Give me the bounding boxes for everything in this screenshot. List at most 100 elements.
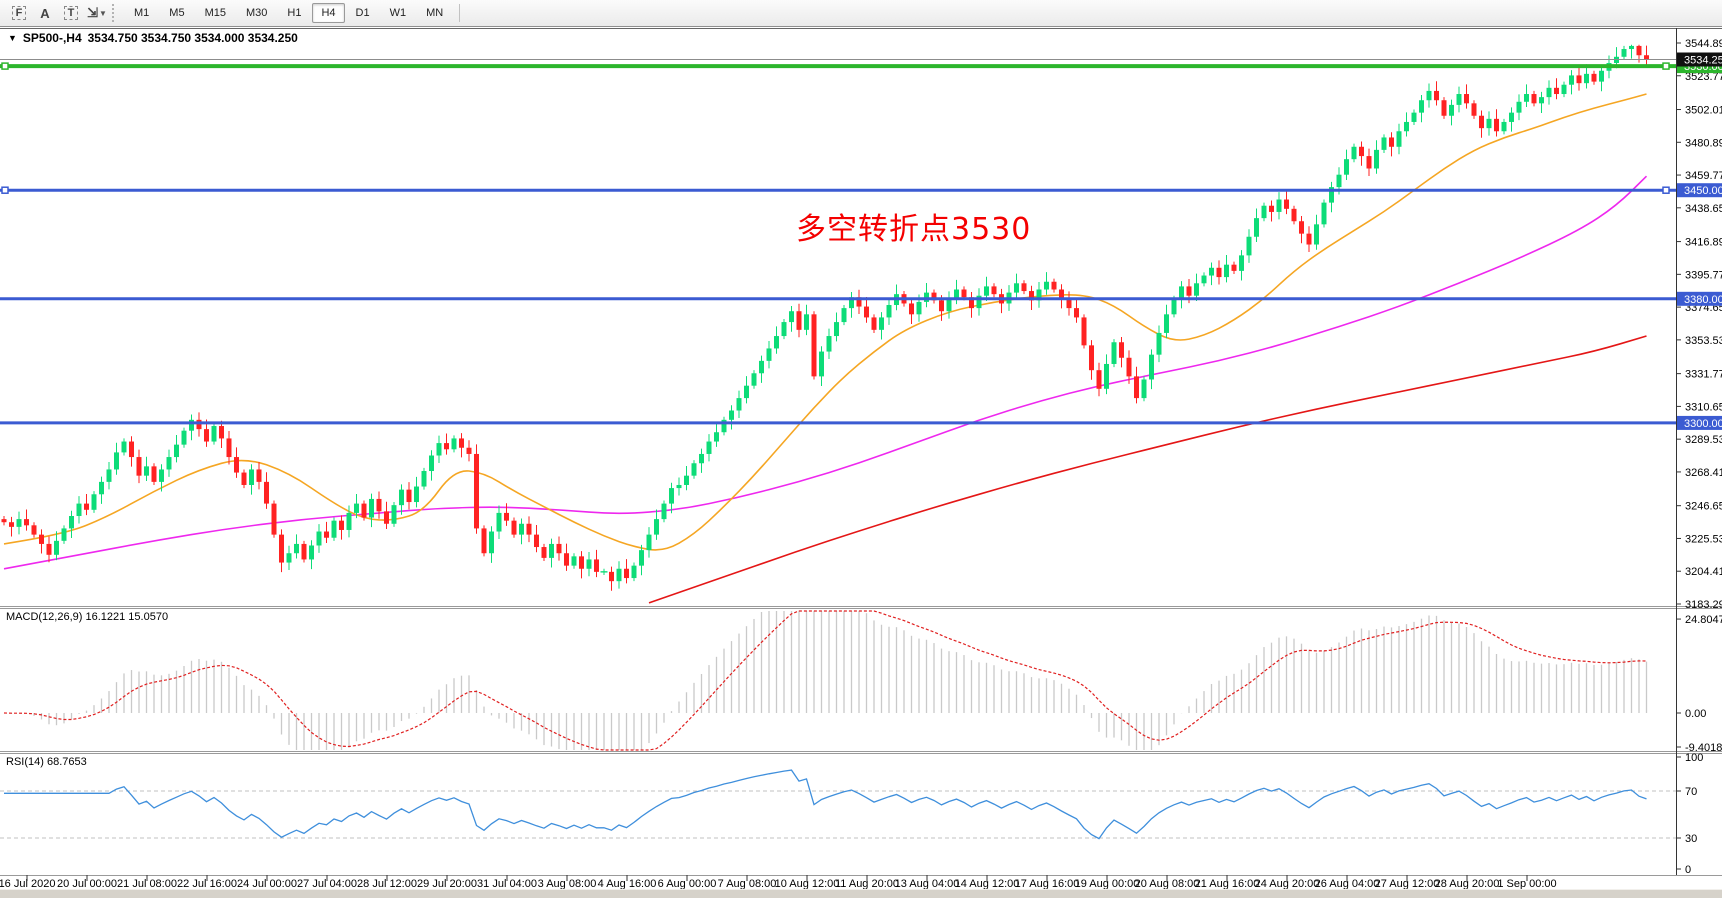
svg-text:3416.890: 3416.890 — [1685, 237, 1722, 249]
text-tool-icon[interactable]: T — [59, 3, 83, 23]
svg-text:3183.290: 3183.290 — [1685, 599, 1722, 611]
svg-text:20 Aug 08:00: 20 Aug 08:00 — [1135, 878, 1200, 890]
symbol-dropdown-icon[interactable]: ▼ — [8, 33, 17, 43]
svg-text:3502.010: 3502.010 — [1685, 105, 1722, 117]
svg-text:14 Aug 12:00: 14 Aug 12:00 — [955, 878, 1020, 890]
svg-text:0: 0 — [1685, 864, 1691, 876]
candles[interactable] — [1, 44, 1650, 591]
svg-text:21 Aug 16:00: 21 Aug 16:00 — [1195, 878, 1260, 890]
svg-text:3289.530: 3289.530 — [1685, 434, 1722, 446]
svg-text:20 Jul 00:00: 20 Jul 00:00 — [57, 878, 117, 890]
moving-averages — [3, 93, 1648, 604]
svg-text:4 Aug 16:00: 4 Aug 16:00 — [598, 878, 657, 890]
level-handle — [1, 186, 9, 194]
symbol-timeframe-label: SP500-,H4 — [22, 31, 82, 45]
macd-axis-labels: 24.8047 0.00 -9.4018 — [1676, 614, 1722, 754]
macd-signal-line — [3, 610, 1647, 751]
svg-text:27 Aug 12:00: 27 Aug 12:00 — [1375, 878, 1440, 890]
toolbar-grip[interactable] — [112, 4, 117, 22]
svg-text:28 Aug 20:00: 28 Aug 20:00 — [1435, 878, 1500, 890]
svg-text:21 Jul 08:00: 21 Jul 08:00 — [117, 878, 177, 890]
svg-text:3395.770: 3395.770 — [1685, 269, 1722, 281]
svg-text:0.00: 0.00 — [1685, 708, 1706, 720]
timeframe-button-m15[interactable]: M15 — [204, 7, 226, 19]
horizontal-scrollbar[interactable] — [0, 889, 1722, 898]
text-label-icon[interactable]: A — [40, 5, 50, 21]
level-handle — [1662, 186, 1670, 194]
svg-text:3534.250: 3534.250 — [1684, 55, 1722, 67]
level-handle — [1662, 62, 1670, 70]
rsi-panel[interactable] — [0, 769, 1676, 840]
svg-text:70: 70 — [1685, 786, 1697, 798]
svg-text:26 Aug 04:00: 26 Aug 04:00 — [1315, 878, 1380, 890]
rsi-axis-labels: 100 70 30 0 — [1676, 752, 1703, 876]
arrows-icon[interactable]: ⇲ ▼ — [87, 5, 107, 20]
svg-text:3523.770: 3523.770 — [1685, 71, 1722, 83]
timeframe-button-mn[interactable]: MN — [426, 7, 444, 19]
macd-indicator-label: MACD(12,26,9) 16.1221 15.0570 — [6, 611, 169, 623]
svg-text:3380.000: 3380.000 — [1684, 294, 1722, 306]
svg-text:3353.530: 3353.530 — [1685, 335, 1722, 347]
svg-text:19 Aug 00:00: 19 Aug 00:00 — [1075, 878, 1140, 890]
svg-text:3331.770: 3331.770 — [1685, 369, 1722, 381]
svg-text:3544.890: 3544.890 — [1685, 38, 1722, 50]
svg-text:13 Aug 04:00: 13 Aug 04:00 — [895, 878, 960, 890]
date-axis[interactable]: 16 Jul 2020 20 Jul 00:00 21 Jul 08:00 22 Ju… — [0, 875, 1557, 890]
toolbar-separator — [459, 4, 461, 22]
svg-text:3 Aug 08:00: 3 Aug 08:00 — [538, 878, 597, 890]
panel-borders — [0, 28, 1722, 876]
svg-text:11 Aug 20:00: 11 Aug 20:00 — [835, 878, 899, 890]
svg-text:3450.000: 3450.000 — [1684, 185, 1722, 197]
svg-text:3246.650: 3246.650 — [1685, 501, 1722, 513]
timeframe-button-w1[interactable]: W1 — [389, 7, 407, 19]
svg-text:28 Jul 12:00: 28 Jul 12:00 — [357, 878, 417, 890]
svg-text:24.8047: 24.8047 — [1685, 614, 1722, 626]
svg-text:6 Aug 00:00: 6 Aug 00:00 — [658, 878, 717, 890]
chart-title: ▼ SP500-,H4 3534.750 3534.750 3534.000 3… — [8, 31, 298, 45]
svg-text:7 Aug 08:00: 7 Aug 08:00 — [718, 878, 777, 890]
dropdown-caret-icon[interactable]: ▼ — [98, 8, 107, 18]
svg-text:3300.000: 3300.000 — [1684, 418, 1722, 430]
top-toolbar: F A T ⇲ ▼ M1 M5 M15 M30 H1 H4 D1 W1 MN — [0, 0, 1722, 27]
svg-text:3438.650: 3438.650 — [1685, 203, 1722, 215]
timeframe-button-d1[interactable]: D1 — [355, 7, 370, 19]
svg-text:16 Jul 2020: 16 Jul 2020 — [0, 878, 55, 890]
fibonacci-icon[interactable]: F — [7, 3, 31, 23]
svg-text:1 Sep 00:00: 1 Sep 00:00 — [1497, 878, 1556, 890]
chart-annotation-text[interactable]: 多空转折点3530 — [796, 212, 1032, 247]
svg-text:30: 30 — [1685, 833, 1697, 845]
svg-text:22 Jul 16:00: 22 Jul 16:00 — [177, 878, 237, 890]
svg-text:17 Aug 16:00: 17 Aug 16:00 — [1015, 878, 1080, 890]
current-price-marker: 3534.250 — [0, 52, 1722, 67]
timeframe-button-h1[interactable]: H1 — [287, 7, 302, 19]
timeframe-button-m1[interactable]: M1 — [134, 7, 150, 19]
svg-text:10 Aug 12:00: 10 Aug 12:00 — [775, 878, 840, 890]
price-axis-labels: 3544.890 3523.770 3502.010 3480.890 3459.770… — [1676, 38, 1722, 611]
svg-text:24 Aug 20:00: 24 Aug 20:00 — [1255, 878, 1320, 890]
level-handle — [1, 62, 9, 70]
svg-text:29 Jul 20:00: 29 Jul 20:00 — [417, 878, 477, 890]
svg-text:3310.650: 3310.650 — [1685, 401, 1722, 413]
timeframe-button-h4[interactable]: H4 — [312, 3, 345, 23]
svg-text:31 Jul 04:00: 31 Jul 04:00 — [477, 878, 537, 890]
svg-text:3204.410: 3204.410 — [1685, 566, 1722, 578]
ohlc-quote-values: 3534.750 3534.750 3534.000 3534.250 — [87, 31, 298, 45]
timeframe-button-m5[interactable]: M5 — [169, 7, 185, 19]
svg-text:100: 100 — [1685, 752, 1703, 764]
svg-text:-9.4018: -9.4018 — [1685, 742, 1722, 754]
svg-text:3268.410: 3268.410 — [1685, 467, 1722, 479]
svg-text:3225.530: 3225.530 — [1685, 533, 1722, 545]
svg-text:27 Jul 04:00: 27 Jul 04:00 — [297, 878, 357, 890]
ma-fast-orange-line — [3, 93, 1647, 551]
svg-text:3480.890: 3480.890 — [1685, 137, 1722, 149]
timeframe-button-m30[interactable]: M30 — [245, 7, 268, 19]
rsi-indicator-label: RSI(14) 68.7653 — [6, 756, 87, 768]
ma-slow-red-line — [648, 335, 1647, 604]
macd-panel[interactable] — [3, 610, 1648, 751]
horizontal-level-lines[interactable]: 3530.0003450.0003380.0003300.000 — [0, 59, 1722, 430]
svg-text:24 Jul 00:00: 24 Jul 00:00 — [237, 878, 297, 890]
rsi-line — [4, 769, 1647, 840]
svg-text:3459.770: 3459.770 — [1685, 170, 1722, 182]
timeframe-button-group: M1 M5 M15 M30 H1 H4 D1 W1 MN — [124, 3, 453, 23]
